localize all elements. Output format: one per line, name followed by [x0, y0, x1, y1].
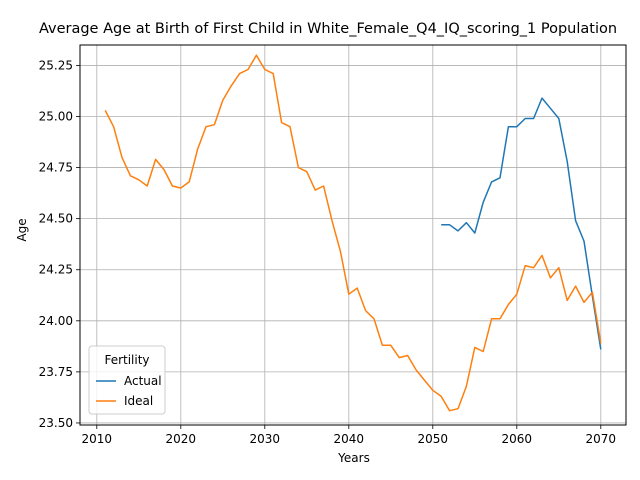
y-tick-label: 25.25 — [39, 58, 73, 72]
series-line-ideal — [104, 54, 602, 412]
legend-title: Fertility — [104, 353, 149, 367]
y-tick-label: 23.50 — [39, 416, 73, 430]
x-axis-ticks: 2010 2020 2030 2040 2050 2060 2070 — [82, 425, 617, 446]
y-tick-label: 24.50 — [39, 212, 73, 226]
legend: Fertility Actual Ideal — [88, 345, 166, 415]
x-tick-label: 2060 — [502, 432, 533, 446]
x-tick-label: 2010 — [82, 432, 113, 446]
y-tick-label: 24.00 — [39, 314, 73, 328]
y-tick-label: 23.75 — [39, 365, 73, 379]
x-tick-label: 2030 — [250, 432, 281, 446]
x-tick-label: 2050 — [418, 432, 449, 446]
y-axis-label: Age — [15, 218, 29, 241]
y-tick-label: 24.25 — [39, 263, 73, 277]
legend-label-actual: Actual — [124, 374, 162, 388]
grid-lines — [80, 45, 626, 425]
y-tick-label: 24.75 — [39, 161, 73, 175]
legend-box — [88, 345, 166, 415]
series-line-actual — [441, 97, 602, 350]
chart-title: Average Age at Birth of First Child in W… — [39, 21, 617, 37]
plot-area-frame — [79, 44, 627, 426]
x-tick-label: 2070 — [586, 432, 617, 446]
y-axis-ticks: 23.50 23.75 24.00 24.25 24.50 24.75 25.00 25.25 — [39, 58, 80, 430]
x-tick-label: 2040 — [334, 432, 365, 446]
x-axis-label: Years — [337, 451, 370, 465]
series-lines — [104, 54, 602, 412]
y-tick-label: 25.00 — [39, 110, 73, 124]
x-tick-label: 2020 — [166, 432, 197, 446]
legend-label-ideal: Ideal — [124, 394, 153, 408]
